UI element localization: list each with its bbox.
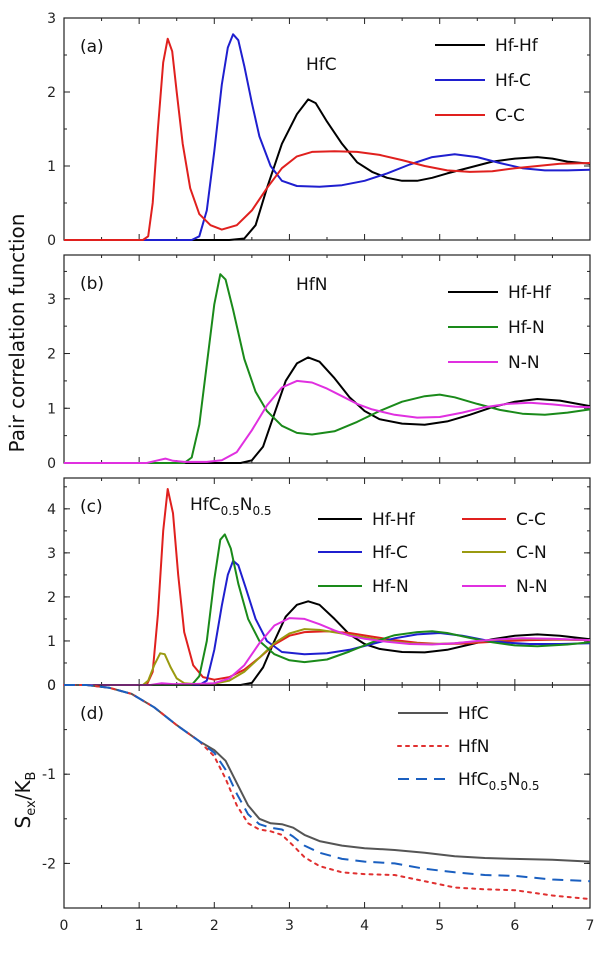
legend-entry: Hf-C [435, 71, 531, 91]
y-tick-label: 2 [47, 347, 56, 363]
plot-frame [63, 684, 591, 909]
panel-label: (b) [80, 274, 104, 294]
x-tick-label: 0 [60, 918, 69, 934]
x-tick-label: 6 [510, 918, 519, 934]
legend-label: N-N [516, 577, 548, 597]
legend-entry: C-C [435, 106, 525, 126]
series-line-n-n [64, 379, 591, 464]
series-line-c-n [64, 628, 591, 686]
series-line-hf-c [64, 559, 591, 686]
x-tick-label: 7 [586, 918, 595, 934]
y-tick-label: 0 [47, 456, 56, 472]
legend-label: Hf-N [508, 318, 545, 338]
series-line-hf-n [64, 533, 591, 686]
legend-label: N-N [508, 353, 540, 373]
series-line-hfc [64, 684, 591, 883]
x-tick-label: 2 [210, 918, 219, 934]
y-tick-label: 3 [47, 11, 56, 27]
panel-label: (a) [80, 37, 104, 57]
panel-label: (d) [80, 704, 104, 724]
legend-label: C-C [516, 510, 546, 530]
panel-d: -2 -1 0 0 1 2 3 4 5 6 7 (d) HfC HfN HfC0.5N0.5 [42, 678, 594, 934]
series-line-hf-c [64, 33, 591, 241]
legend-label: C-N [516, 543, 547, 563]
series-line-hf-hf [64, 356, 591, 464]
legend-entry: Hf-N [448, 318, 545, 338]
legend-label: Hf-C [495, 71, 531, 91]
panel-a: 0 1 2 3 (a) HfC Hf-Hf Hf-C C-C [47, 11, 591, 249]
legend-label: Hf-N [372, 577, 409, 597]
legend-entry: HfN [397, 737, 490, 757]
panel-b: 0 1 2 3 (b) HfN Hf-Hf Hf-N N-N [47, 254, 591, 472]
y-tick-label: 1 [47, 401, 56, 417]
y-tick-label: 0 [47, 233, 56, 249]
legend-entry: Hf-Hf [448, 283, 552, 303]
legend-label: Hf-Hf [495, 36, 539, 56]
panel-label: (c) [80, 497, 103, 517]
legend-label: C-C [495, 106, 525, 126]
x-tick-label: 3 [285, 918, 294, 934]
y-tick-label: 1 [47, 634, 56, 650]
legend-label: Hf-Hf [372, 510, 416, 530]
series-line-c-c [64, 37, 591, 241]
legend-entry: Hf-Hf [318, 510, 416, 530]
legend-entry: HfC0.5N0.5 [398, 770, 540, 793]
legend-label: Hf-C [372, 543, 408, 563]
series-line-hf-hf [64, 600, 591, 686]
series-line-n-n [64, 617, 591, 686]
material-label: HfC [306, 55, 337, 75]
y-tick-label: 2 [47, 590, 56, 606]
legend-entry: C-N [462, 543, 547, 563]
legend-label: HfC0.5N0.5 [458, 770, 540, 793]
legend-entry: Hf-Hf [435, 36, 539, 56]
legend-entry: Hf-N [318, 577, 409, 597]
panel-c: 0 1 2 3 4 (c) HfC0.5N0.5 Hf-Hf C-C Hf-C C-N Hf-N N-N [47, 477, 591, 694]
x-tick-label: 4 [360, 918, 369, 934]
y-tick-label: 0 [47, 678, 56, 694]
series-line-hfn [63, 684, 591, 901]
y-tick-label: -2 [42, 856, 56, 872]
material-label: HfN [296, 275, 328, 295]
x-tick-label: 5 [435, 918, 444, 934]
y-tick-label: 4 [47, 502, 56, 518]
y-axis-label-entropy: Sex/KB [11, 772, 39, 829]
y-tick-label: 3 [47, 546, 56, 562]
y-tick-label: 2 [47, 85, 56, 101]
legend-label: HfN [458, 737, 490, 757]
y-tick-label: -1 [42, 767, 56, 783]
legend-entry: Hf-C [318, 543, 408, 563]
x-tick-label: 1 [135, 918, 144, 934]
legend-label: Hf-Hf [508, 283, 552, 303]
legend-entry: HfC [398, 704, 489, 724]
legend-entry: N-N [462, 577, 548, 597]
y-tick-label: 3 [47, 292, 56, 308]
legend-label: HfC [458, 704, 489, 724]
y-tick-label: 0 [47, 678, 56, 694]
legend-entry: C-C [462, 510, 546, 530]
material-label: HfC0.5N0.5 [190, 495, 272, 518]
legend-entry: N-N [448, 353, 540, 373]
y-tick-label: 1 [47, 159, 56, 175]
y-axis-label-pair-correlation: Pair correlation function [5, 214, 29, 453]
